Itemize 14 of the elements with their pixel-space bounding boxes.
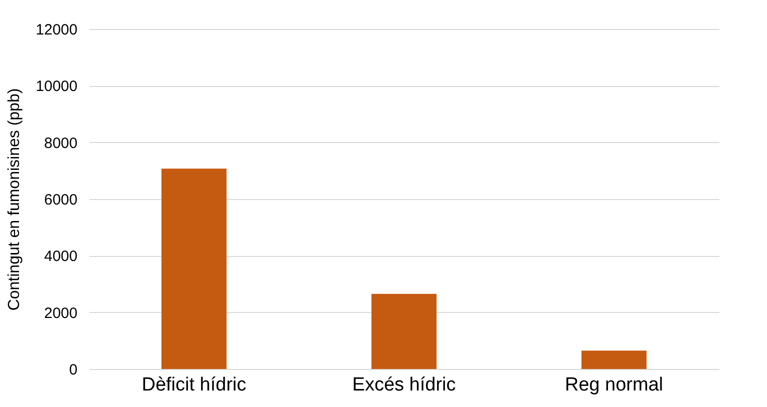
y-tick-label: 2000 — [44, 304, 78, 322]
y-tick-label: 8000 — [44, 134, 78, 152]
x-tick-label: Excés hídric — [352, 374, 456, 396]
y-tick-label: 6000 — [44, 192, 78, 208]
bar — [161, 168, 227, 369]
bar — [371, 294, 437, 369]
bar — [581, 350, 647, 369]
y-tick-label: 0 — [69, 362, 78, 378]
y-tick-label: 4000 — [44, 248, 78, 266]
y-tick-label: 12000 — [36, 22, 78, 38]
y-axis-title: Contingut en fumonisines (ppb) — [6, 88, 23, 311]
y-tick-label: 10000 — [36, 78, 78, 96]
x-tick-label: Dèficit hídric — [142, 374, 246, 396]
x-tick-label: Reg normal — [564, 374, 664, 396]
